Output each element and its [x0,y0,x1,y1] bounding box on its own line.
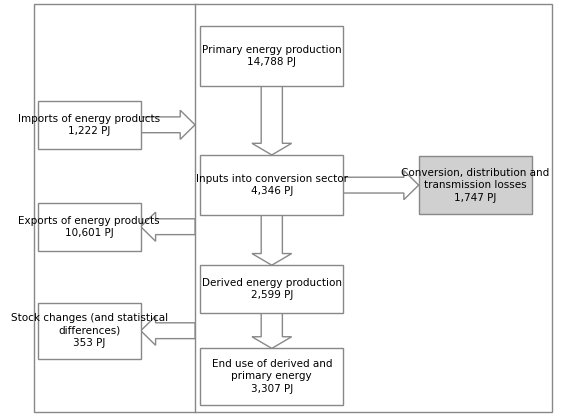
Text: Primary energy production
14,788 PJ: Primary energy production 14,788 PJ [202,45,342,67]
Polygon shape [141,316,195,345]
Polygon shape [343,171,418,200]
Text: End use of derived and
primary energy
3,307 PJ: End use of derived and primary energy 3,… [212,359,332,394]
Text: Stock changes (and statistical
differences)
353 PJ: Stock changes (and statistical differenc… [11,313,168,348]
Polygon shape [252,215,292,265]
Text: Exports of energy products
10,601 PJ: Exports of energy products 10,601 PJ [19,215,160,238]
Bar [38,203,141,250]
Bar [200,349,343,404]
Polygon shape [252,313,292,348]
Text: Conversion, distribution and
transmission losses
1,747 PJ: Conversion, distribution and transmissio… [402,168,550,203]
Text: Derived energy production
2,599 PJ: Derived energy production 2,599 PJ [202,278,342,300]
Bar [200,26,343,86]
Polygon shape [141,110,195,139]
Text: Inputs into conversion sector
4,346 PJ: Inputs into conversion sector 4,346 PJ [196,174,348,196]
Polygon shape [252,86,292,155]
Bar [38,303,141,359]
Bar [418,156,532,214]
Bar [38,101,141,149]
Polygon shape [141,212,195,241]
Bar [200,265,343,313]
Text: Imports of energy products
1,222 PJ: Imports of energy products 1,222 PJ [18,114,160,136]
Bar [200,155,343,215]
